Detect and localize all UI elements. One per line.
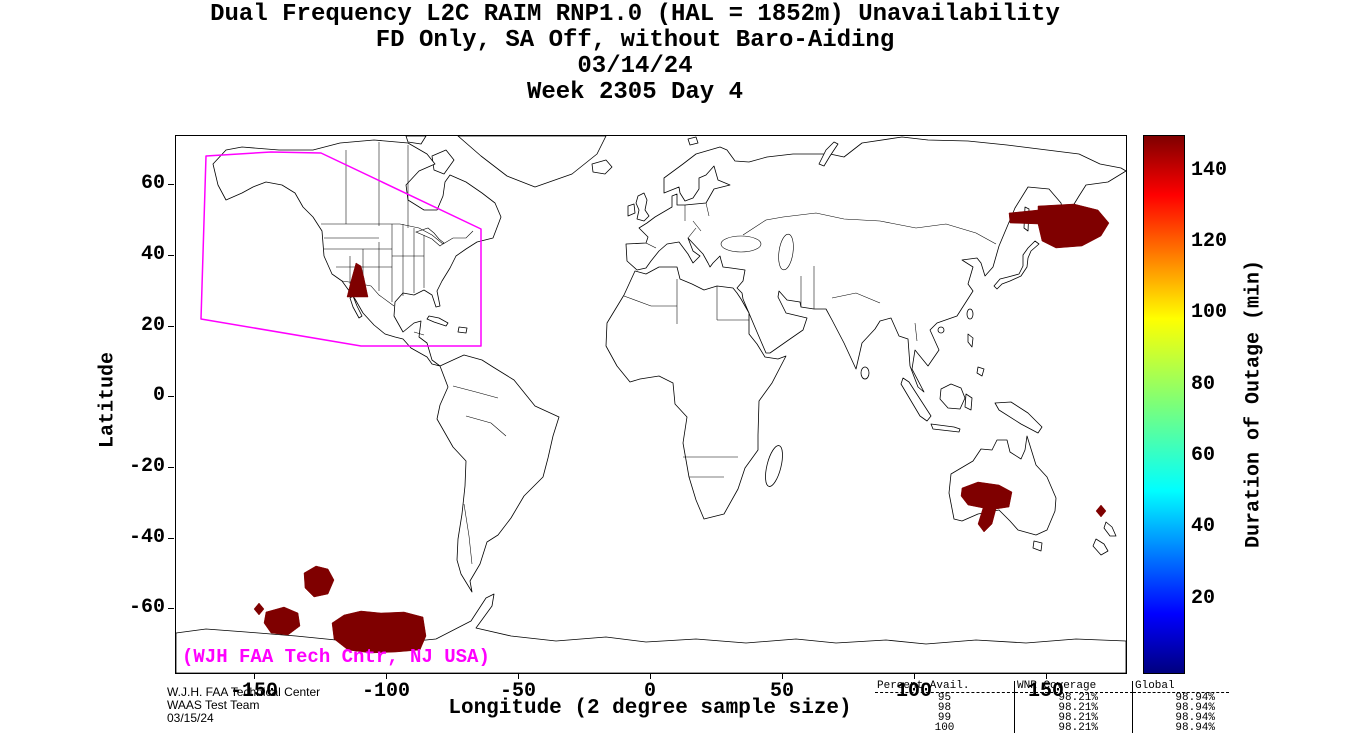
y-tick: [168, 184, 174, 185]
colorbar-tick-label: 80: [1191, 373, 1216, 396]
stats-cell: 98.94%: [1175, 722, 1215, 734]
x-tick-label: 100: [895, 680, 932, 703]
colorbar-tick-label: 60: [1191, 444, 1216, 467]
waas-service-volume-boundary: [200, 151, 482, 347]
y-tick-label: -40: [128, 526, 165, 549]
stats-cell: 98.21%: [1015, 703, 1133, 714]
stats-header-percent-avail: Percent Avail.: [875, 681, 1015, 693]
x-tick: [650, 673, 651, 679]
x-tick-label: 0: [643, 680, 656, 703]
stats-header-wnr-coverage: WNR Coverage: [1015, 681, 1133, 693]
x-tick: [518, 673, 519, 679]
stats-cell: 98.94%: [1175, 702, 1215, 714]
stats-cell: 98.94%: [1175, 712, 1215, 724]
subtitle-mode: FD Only, SA Off, without Baro-Aiding: [375, 27, 895, 54]
colorbar-tick-label: 120: [1191, 230, 1228, 253]
stats-cell: 98: [875, 703, 1015, 714]
landmass-outlines: [176, 136, 1126, 673]
y-tick: [168, 255, 174, 256]
colorbar-axis-label: Duration of Outage (min): [1242, 259, 1266, 548]
colorbar: [1143, 135, 1185, 674]
subtitle-date: 03/14/24: [577, 53, 693, 80]
colorbar-tick-label: 20: [1191, 587, 1216, 610]
y-tick-label: -60: [128, 596, 165, 619]
waas-annotation: (WJH FAA Tech Cntr, NJ USA): [182, 646, 490, 668]
y-tick-label: 20: [140, 314, 165, 337]
stats-cell: 95: [875, 693, 1015, 704]
x-tick-label: -100: [361, 680, 410, 703]
y-tick-label: -20: [128, 455, 165, 478]
stats-cell: 98.21%: [1015, 693, 1133, 704]
x-tick: [914, 673, 915, 679]
footer-line: WAAS Test Team: [167, 698, 260, 712]
footer-line: W.J.H. FAA Technical Center: [167, 685, 321, 699]
world-map: [176, 136, 1126, 673]
y-tick: [168, 538, 174, 539]
x-tick: [782, 673, 783, 679]
subtitle-week: Week 2305 Day 4: [526, 79, 744, 106]
stats-cell: 98.21%: [1015, 713, 1133, 724]
page-title: Dual Frequency L2C RAIM RNP1.0 (HAL = 18…: [210, 1, 1060, 28]
stats-cell: 98.94%: [1175, 692, 1215, 704]
inland-seas: [415, 227, 794, 271]
outage-regions: [253, 203, 1110, 654]
x-tick: [254, 673, 255, 679]
x-tick-label: -150: [229, 680, 278, 703]
x-tick-label: 150: [1027, 680, 1064, 703]
stats-cell: 98.21%: [1015, 723, 1133, 734]
x-axis-label: Longitude (2 degree sample size): [448, 697, 852, 720]
x-tick-label: -50: [499, 680, 536, 703]
y-tick-label: 0: [152, 384, 165, 407]
country-borders: [321, 142, 997, 565]
y-tick: [168, 326, 174, 327]
x-tick: [386, 673, 387, 679]
coverage-stats-table: Percent Avail. WNR Coverage Global 95 98…: [875, 681, 1229, 734]
y-axis-label: Latitude: [96, 351, 120, 449]
stats-cell: 100: [875, 723, 1015, 734]
footer-credits: W.J.H. FAA Technical Center WAAS Test Te…: [167, 686, 320, 725]
y-tick-label: 40: [140, 243, 165, 266]
stats-header-global: Global: [1133, 681, 1229, 693]
y-tick: [168, 608, 174, 609]
colorbar-tick-label: 140: [1191, 159, 1228, 182]
y-tick: [168, 396, 174, 397]
x-tick: [1046, 673, 1047, 679]
colorbar-tick-label: 100: [1191, 301, 1228, 324]
stats-cell: 99: [875, 713, 1015, 724]
footer-line: 03/15/24: [167, 711, 214, 725]
colorbar-tick-label: 40: [1191, 515, 1216, 538]
y-tick-label: 60: [140, 172, 165, 195]
y-tick: [168, 467, 174, 468]
title-block: Dual Frequency L2C RAIM RNP1.0 (HAL = 18…: [0, 2, 1270, 106]
x-tick-label: 50: [769, 680, 794, 703]
map-plot-area: [175, 135, 1127, 674]
